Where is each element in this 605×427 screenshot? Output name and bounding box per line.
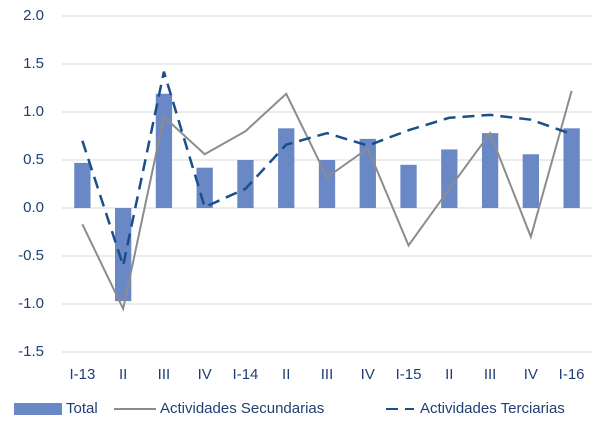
bar	[74, 162, 91, 208]
x-tick-label: I-14	[233, 366, 259, 383]
x-tick-label: IV	[524, 366, 538, 383]
bar	[115, 208, 132, 302]
x-tick-label: I-16	[559, 366, 585, 383]
bar	[318, 160, 336, 208]
bar	[400, 164, 417, 208]
x-tick-label: I-13	[69, 366, 95, 383]
bar	[196, 167, 213, 208]
bar	[441, 149, 458, 208]
legend-label: Actividades Terciarias	[420, 400, 565, 417]
bar	[522, 154, 539, 208]
y-tick-label: -0.5	[18, 247, 44, 264]
y-tick-label: 0.5	[23, 151, 44, 168]
legend-label: Total	[66, 400, 98, 417]
x-tick-label: IV	[198, 366, 212, 383]
y-tick-label: 1.5	[23, 55, 44, 72]
legend-label: Actividades Secundarias	[160, 400, 324, 417]
x-tick-label: III	[484, 366, 497, 383]
y-tick-label: 2.0	[23, 7, 44, 24]
bar	[278, 128, 295, 208]
x-tick-label: I-15	[396, 366, 422, 383]
y-tick-label: -1.5	[18, 343, 44, 360]
bar	[237, 160, 254, 208]
x-tick-label: II	[282, 366, 290, 383]
bar	[481, 133, 499, 208]
y-tick-label: -1.0	[18, 295, 44, 312]
bar	[563, 128, 580, 208]
x-tick-label: II	[445, 366, 453, 383]
x-tick-label: III	[321, 366, 334, 383]
line	[81, 90, 573, 312]
x-tick-label: III	[158, 366, 171, 383]
bar	[155, 93, 173, 208]
y-tick-label: 0.0	[23, 199, 44, 216]
legend-swatch	[14, 403, 62, 415]
y-tick-label: 1.0	[23, 103, 44, 120]
x-tick-label: IV	[361, 366, 375, 383]
line	[81, 71, 573, 271]
x-tick-label: II	[119, 366, 127, 383]
